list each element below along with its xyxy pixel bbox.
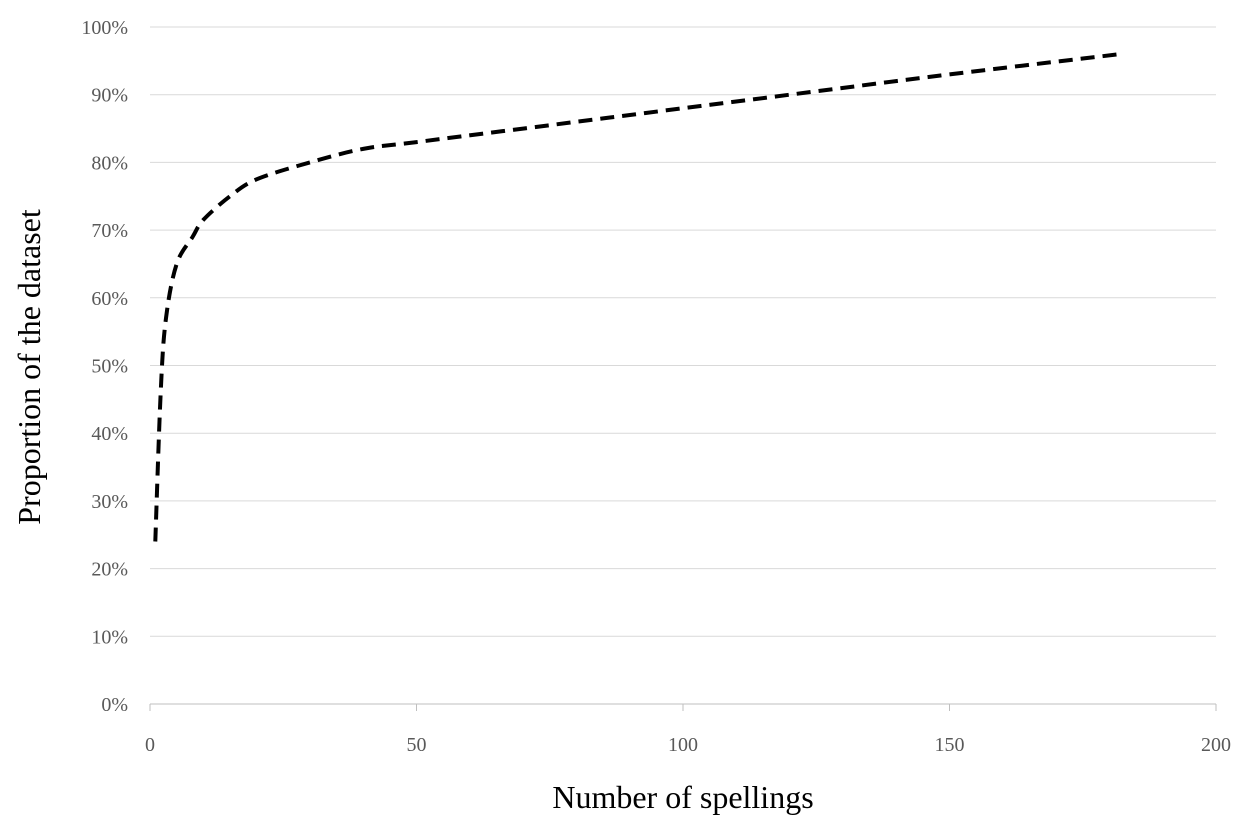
- x-tick-label: 100: [668, 734, 698, 756]
- y-tick-label: 10%: [91, 626, 128, 648]
- y-tick-label: 70%: [91, 220, 128, 242]
- series-line: [153, 52, 1121, 542]
- axes: [149, 703, 1217, 711]
- y-tick-label: 60%: [91, 288, 128, 310]
- y-tick-labels: 0% 10% 20% 30% 40% 50% 60% 70% 80% 90% 100%: [81, 17, 128, 716]
- y-axis-title: Proportion of the dataset: [11, 209, 47, 525]
- y-tick-label: 0%: [101, 694, 128, 716]
- y-tick-label: 20%: [91, 559, 128, 581]
- x-tick-label: 0: [145, 734, 155, 756]
- x-tick-labels: 0 50 100 150 200: [145, 734, 1231, 756]
- x-tick-label: 150: [935, 734, 965, 756]
- y-tick-label: 100%: [81, 17, 128, 39]
- series: [153, 52, 1121, 542]
- gridlines: [150, 26, 1216, 637]
- y-tick-label: 90%: [91, 85, 128, 107]
- x-tick-label: 200: [1201, 734, 1231, 756]
- y-tick-label: 30%: [91, 491, 128, 513]
- y-tick-label: 80%: [91, 152, 128, 174]
- x-tick-label: 50: [407, 734, 427, 756]
- x-axis-title: Number of spellings: [552, 779, 813, 815]
- y-tick-label: 50%: [91, 356, 128, 378]
- y-tick-label: 40%: [91, 423, 128, 445]
